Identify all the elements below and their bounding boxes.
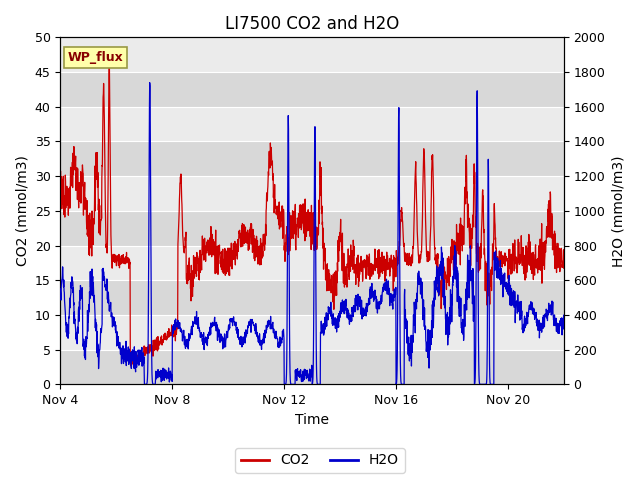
Bar [60, 107, 564, 142]
Bar [60, 246, 564, 280]
Text: WP_flux: WP_flux [68, 51, 124, 64]
Bar [60, 37, 564, 72]
Bar [60, 280, 564, 315]
Y-axis label: CO2 (mmol/m3): CO2 (mmol/m3) [15, 156, 29, 266]
X-axis label: Time: Time [295, 413, 329, 427]
Bar [60, 211, 564, 246]
Y-axis label: H2O (mmol/m3): H2O (mmol/m3) [611, 155, 625, 266]
Bar [60, 72, 564, 107]
Title: LI7500 CO2 and H2O: LI7500 CO2 and H2O [225, 15, 399, 33]
Bar [60, 176, 564, 211]
Bar [60, 142, 564, 176]
Legend: CO2, H2O: CO2, H2O [236, 448, 404, 473]
Bar [60, 349, 564, 384]
Bar [60, 315, 564, 349]
